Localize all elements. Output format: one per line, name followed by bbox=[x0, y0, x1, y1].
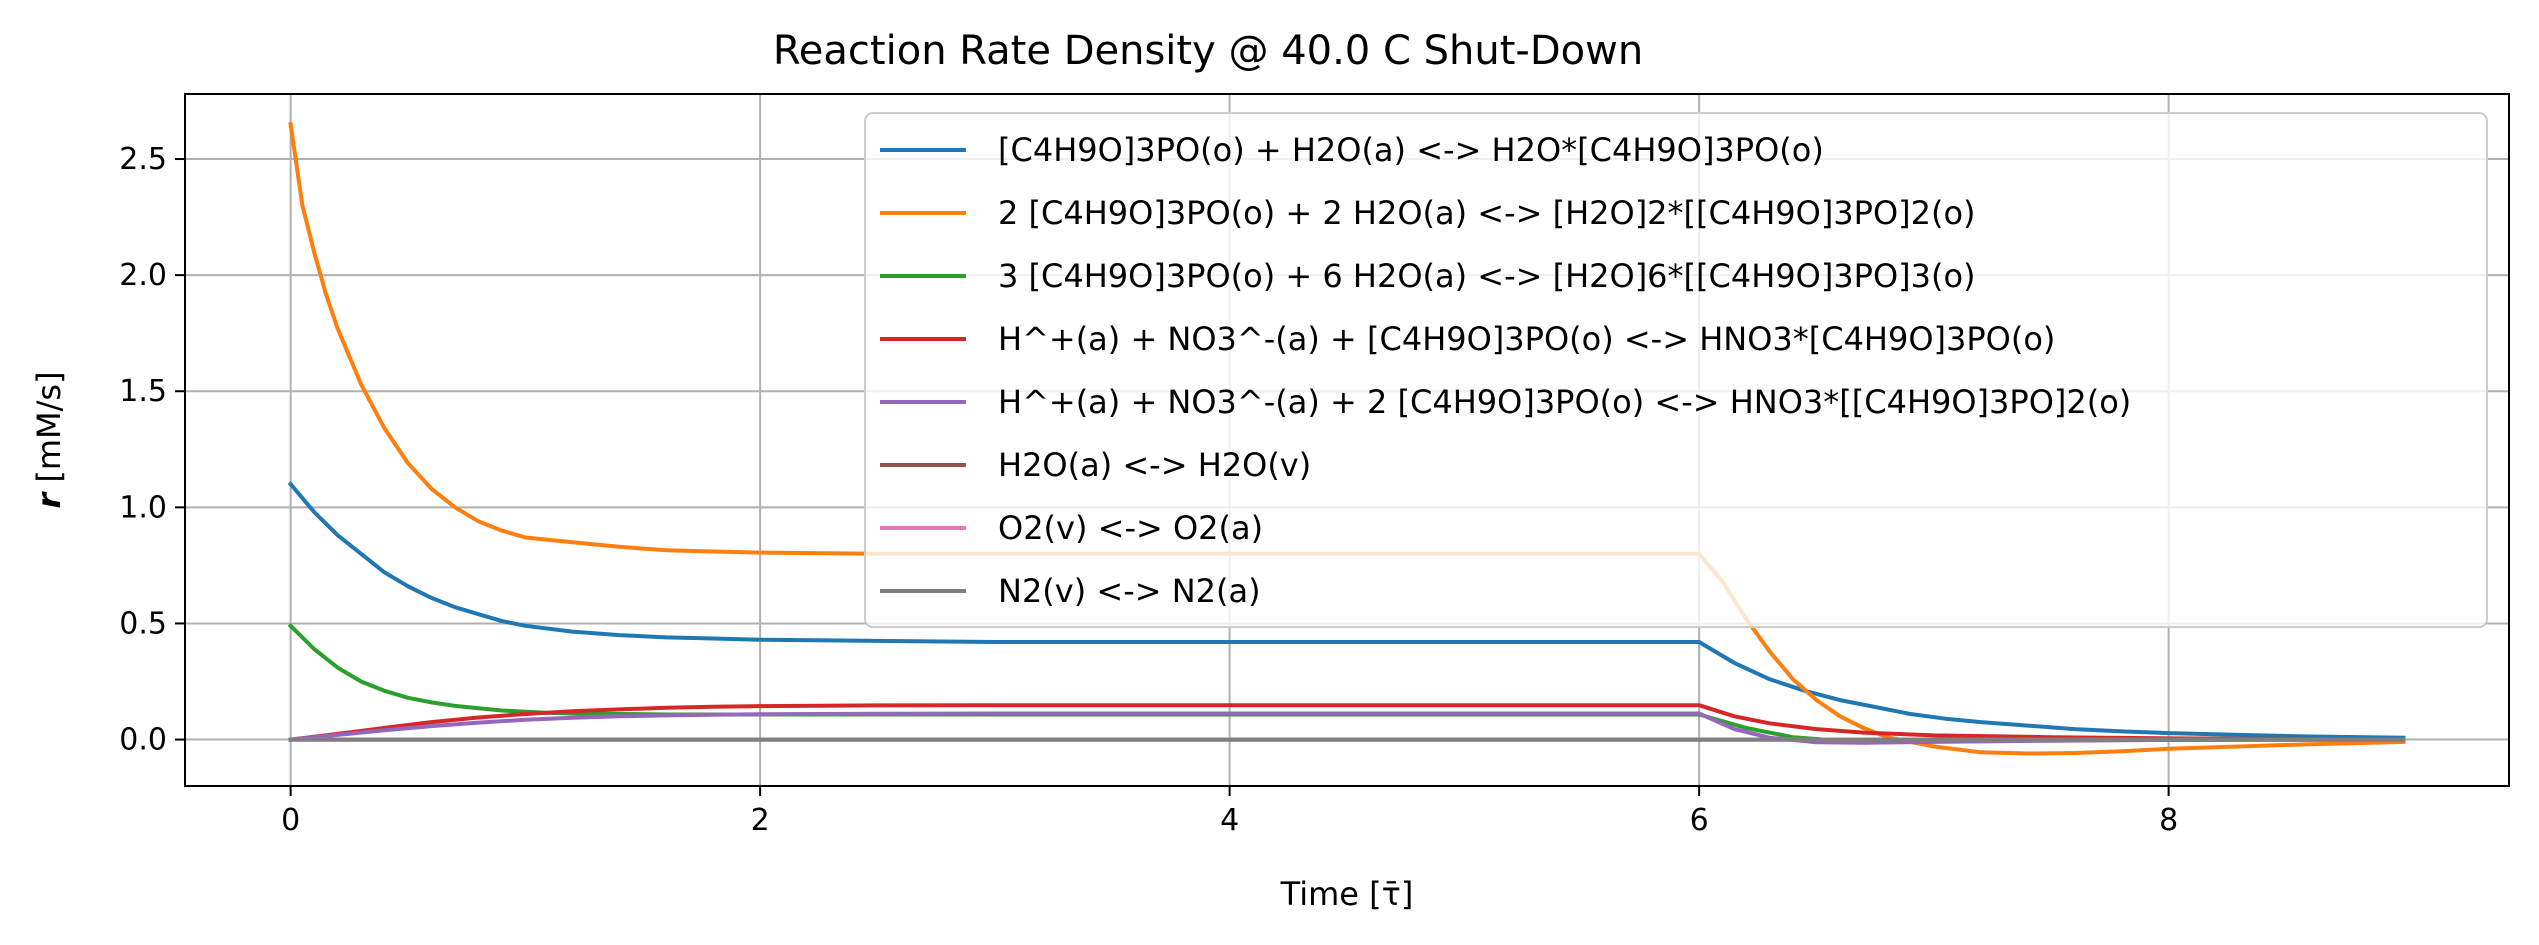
series-line-4 bbox=[288, 703, 2406, 742]
legend-box bbox=[864, 112, 2488, 628]
chart-title: Reaction Rate Density @ 40.0 C Shut-Down bbox=[773, 28, 1643, 74]
plot-frame bbox=[184, 93, 2510, 787]
x-axis-label: Time [τ̄] bbox=[1280, 875, 1414, 913]
x-axis: 0 2 4 6 8 bbox=[281, 786, 2178, 838]
legend-label-4: H^+(a) + NO3^-(a) + [C4H9O]3PO(o) <-> HN… bbox=[998, 320, 2055, 358]
series-line-5 bbox=[288, 711, 2406, 745]
legend-label-5: H^+(a) + NO3^-(a) + 2 [C4H9O]3PO(o) <-> … bbox=[998, 383, 2131, 421]
series-line-3 bbox=[287, 622, 2406, 743]
x-tick-label: 4 bbox=[1220, 803, 1239, 838]
legend-label-6: H2O(a) <-> H2O(v) bbox=[998, 446, 1311, 484]
x-tick-label: 8 bbox=[2159, 803, 2178, 838]
y-tick-label: 1.0 bbox=[119, 490, 167, 525]
y-tick-label: 2.5 bbox=[119, 142, 167, 177]
legend-label-8: N2(v) <-> N2(a) bbox=[998, 572, 1261, 610]
legend: [C4H9O]3PO(o) + H2O(a) <-> H2O*[C4H9O]3P… bbox=[864, 112, 2488, 628]
y-tick-label: 1.5 bbox=[119, 374, 167, 409]
y-axis-label: r [mM/s] bbox=[30, 371, 68, 508]
legend-label-3: 3 [C4H9O]3PO(o) + 6 H2O(a) <-> [H2O]6*[[… bbox=[998, 257, 1976, 295]
y-axis-label-unit: [mM/s] bbox=[30, 371, 68, 492]
y-tick-label: 0.0 bbox=[119, 723, 167, 758]
x-tick-label: 2 bbox=[751, 803, 770, 838]
x-tick-label: 6 bbox=[1690, 803, 1709, 838]
y-axis-label-symbol: r bbox=[30, 491, 68, 509]
legend-label-2: 2 [C4H9O]3PO(o) + 2 H2O(a) <-> [H2O]2*[[… bbox=[998, 194, 1976, 232]
legend-label-7: O2(v) <-> O2(a) bbox=[998, 509, 1263, 547]
legend-label-1: [C4H9O]3PO(o) + H2O(a) <-> H2O*[C4H9O]3P… bbox=[998, 131, 1824, 169]
x-tick-label: 0 bbox=[281, 803, 300, 838]
y-axis: 0.0 0.5 1.0 1.5 2.0 2.5 bbox=[119, 142, 185, 758]
y-tick-label: 0.5 bbox=[119, 606, 167, 641]
y-tick-label: 2.0 bbox=[119, 258, 167, 293]
series-line-1 bbox=[287, 481, 2406, 740]
